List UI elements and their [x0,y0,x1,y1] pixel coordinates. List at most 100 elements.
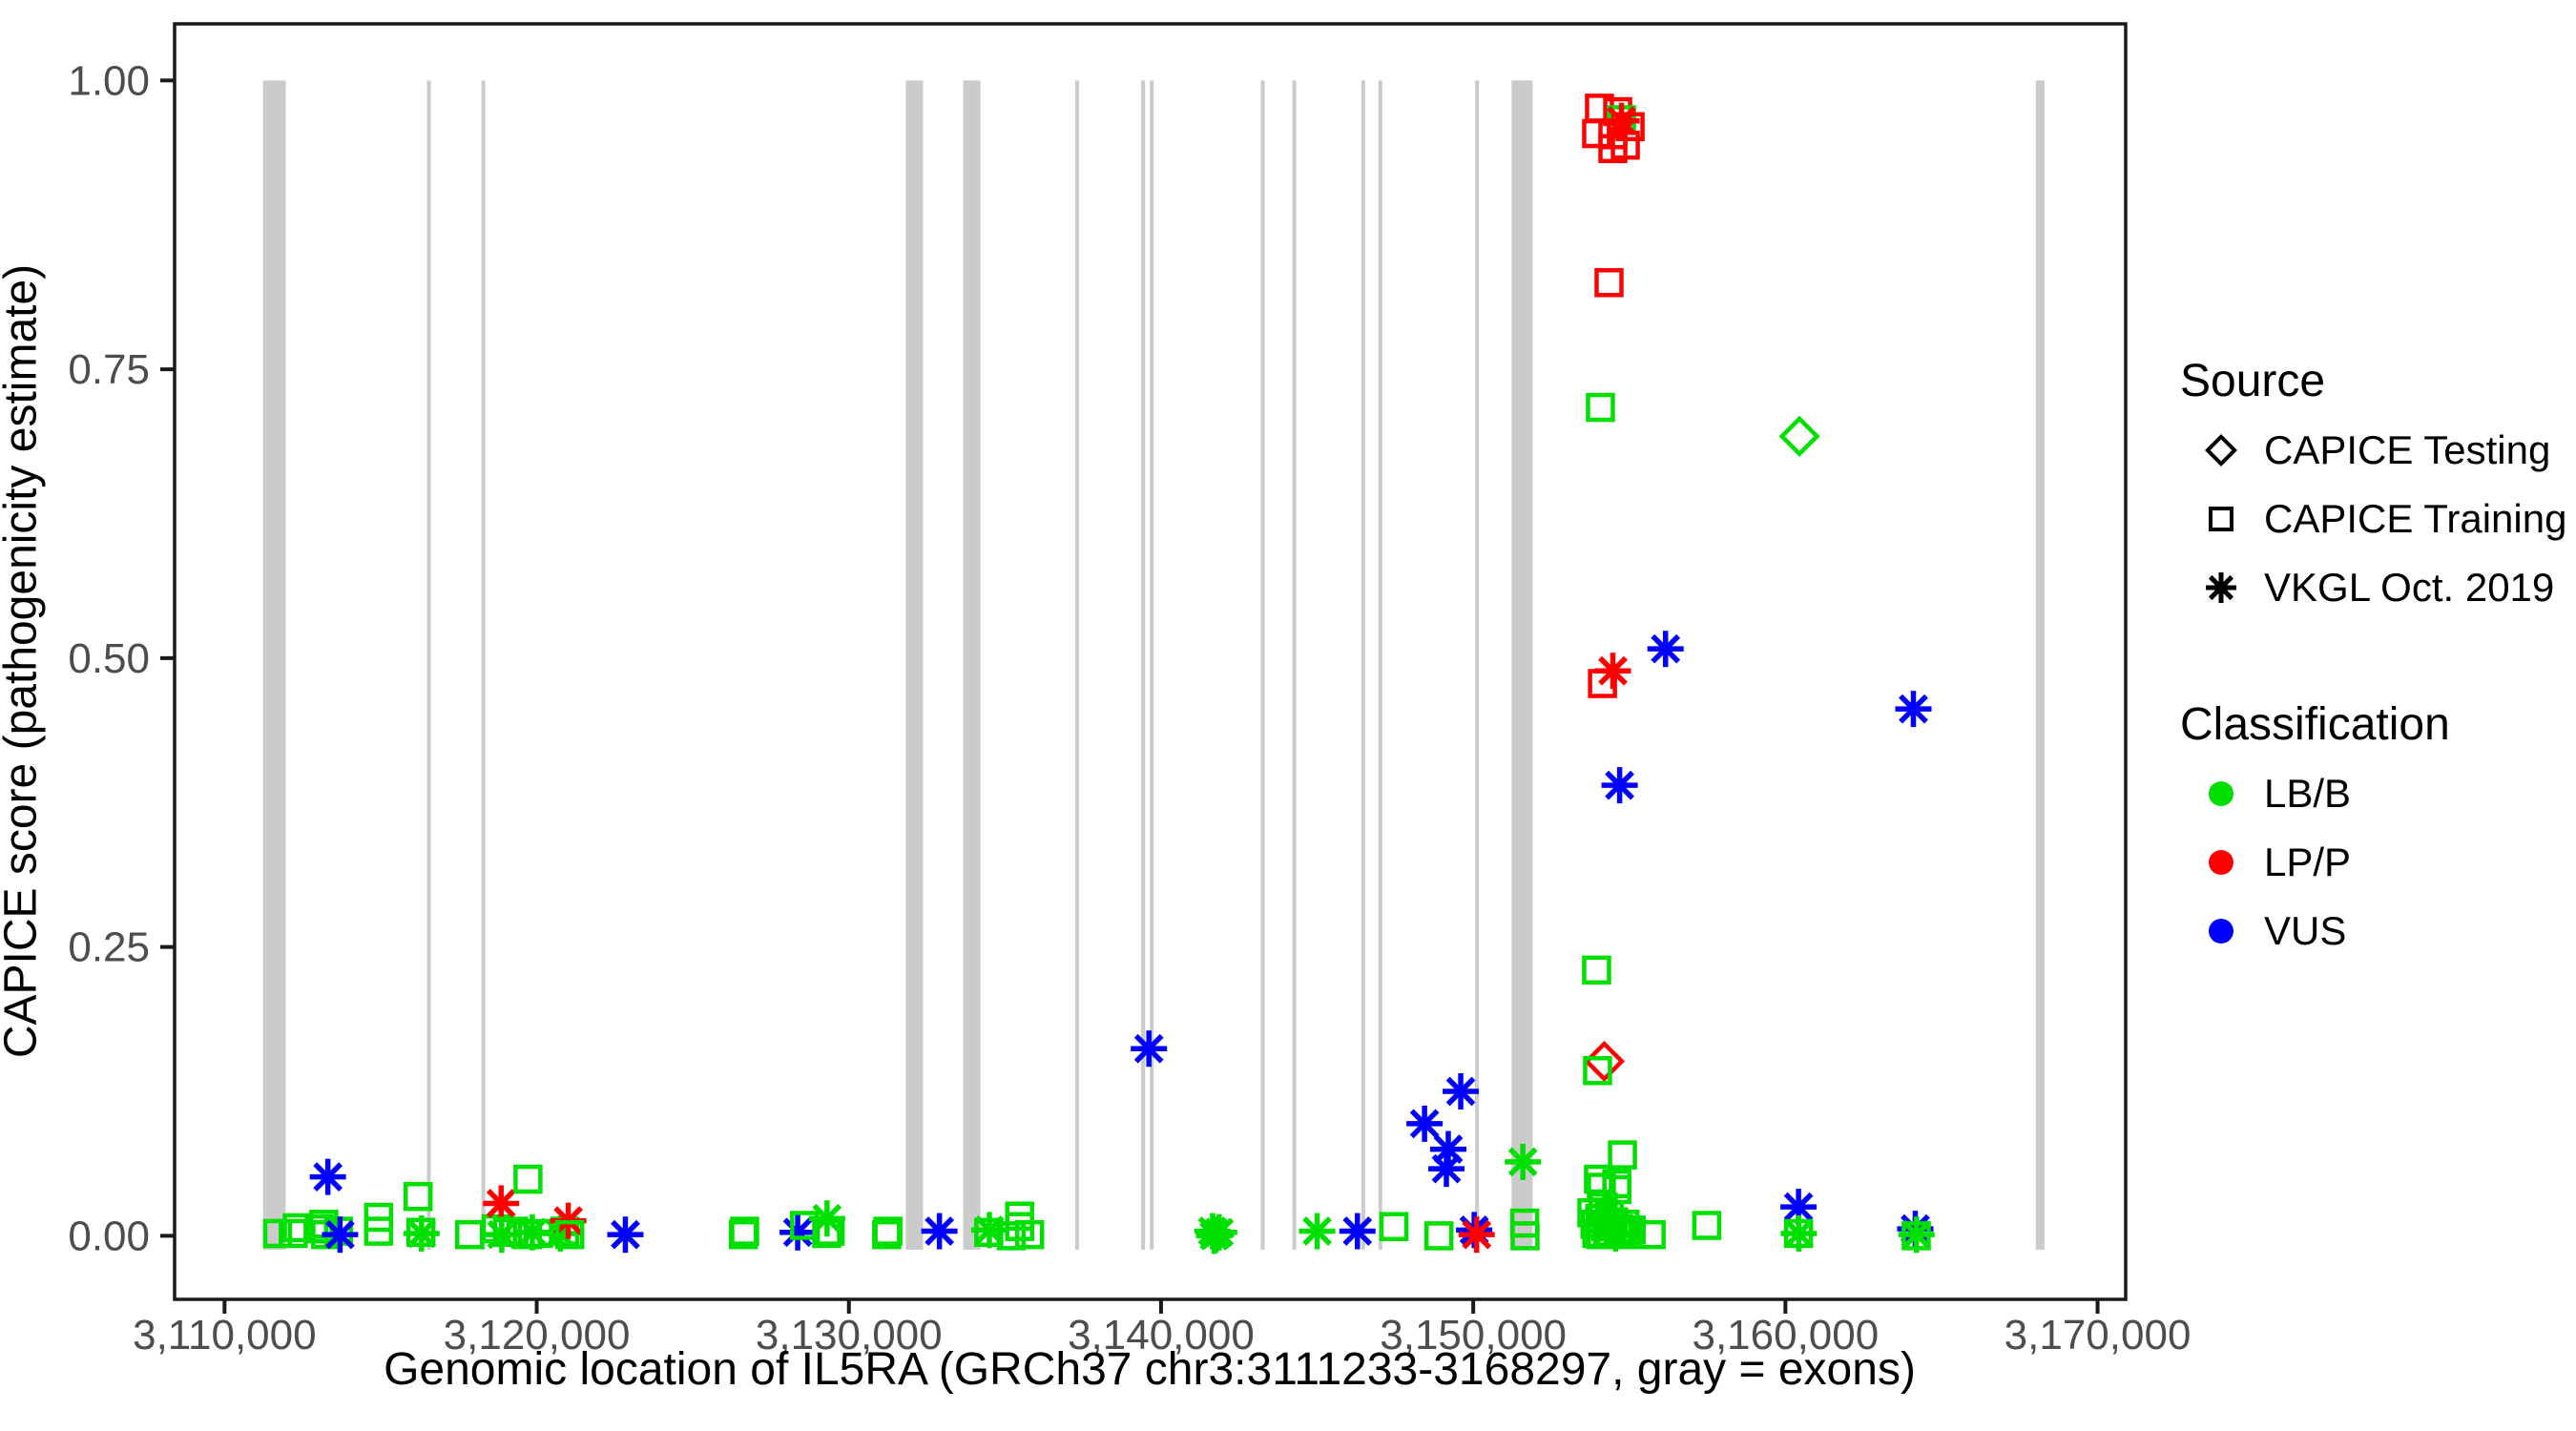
y-tick-label: 0.50 [68,635,150,682]
diamond-icon [2192,423,2251,478]
exon-bar [481,80,486,1250]
data-point-asterisk [607,1216,644,1254]
x-tick-label: 3,120,000 [444,1312,631,1358]
exon-bar [262,80,286,1250]
exon-bar [1141,80,1146,1250]
y-tick-label: 1.00 [68,57,150,104]
y-tick-label: 0.25 [68,924,150,971]
data-point-asterisk [1443,1073,1480,1110]
x-tick-label: 3,170,000 [2005,1312,2192,1358]
data-point-square [1608,1140,1637,1170]
data-point-square [1615,112,1645,142]
data-point-dot [2209,781,2233,806]
data-point-square [1692,1211,1722,1240]
data-point-square [1379,1212,1409,1241]
data-point-asterisk [1339,1213,1376,1250]
legend-item-capice-training: CAPICE Training [2180,485,2571,553]
data-point-square [364,1216,394,1246]
data-point-square [1598,134,1628,164]
data-point-asterisk [1647,631,1684,668]
legend-item-lbb: LB/B [2180,759,2571,828]
y-axis-title: CAPICE score (pathogenicity estimate) [0,263,47,1059]
data-point-square [1510,1221,1540,1251]
data-point-dot [2209,850,2233,875]
x-tick-label: 3,130,000 [756,1312,943,1358]
legend-item-vkgl: VKGL Oct. 2019 [2180,553,2571,622]
legend-source-title: Source [2180,355,2326,406]
exon-bar [2035,80,2045,1250]
legend-source: Source CAPICE Testing CAPICE Training VK… [2180,345,2571,622]
legend-classification-title: Classification [2180,698,2450,750]
data-point-asterisk [1505,1143,1542,1180]
legend-item-label: CAPICE Training [2264,496,2567,541]
data-point-asterisk [1195,1217,1233,1255]
y-tick-label: 0.75 [68,346,150,393]
legend-item-capice-testing: CAPICE Testing [2180,416,2571,485]
data-point-asterisk [309,1158,346,1195]
data-point-asterisk [1131,1030,1168,1068]
y-tick-label: 0.00 [68,1213,150,1259]
x-tick-label: 3,110,000 [133,1312,316,1358]
data-point-asterisk [1406,1105,1444,1142]
exon-bar [1361,80,1365,1250]
exon-bar [1292,80,1297,1250]
blue-dot-icon [2192,903,2251,959]
exon-bar [1074,80,1079,1250]
data-point-asterisk [1429,1130,1466,1168]
data-point-asterisk [1895,691,1932,728]
legend-item-label: VKGL Oct. 2019 [2264,565,2555,610]
data-point-asterisk [1601,767,1638,804]
data-point-square [1616,1215,1646,1245]
data-point-asterisk [1898,1216,1935,1254]
legend-item-label: CAPICE Testing [2264,427,2551,472]
asterisk-icon [2192,560,2251,615]
data-point-asterisk [1298,1213,1336,1250]
data-point-square [262,1218,293,1249]
legend-item-lpp: LP/P [2180,828,2571,897]
exon-bar [1511,80,1533,1250]
data-point-square [1594,268,1624,298]
x-tick-label: 3,140,000 [1068,1312,1255,1358]
data-point-square [873,1216,903,1246]
x-tick-label: 3,160,000 [1692,1312,1879,1358]
plot-panel-border [173,22,2128,1301]
data-point-dot [2209,919,2233,944]
legend-item-label: LP/P [2264,840,2352,884]
data-point-square [1583,1055,1612,1086]
data-point-square [1423,1221,1454,1251]
data-point-asterisk [403,1214,440,1252]
green-dot-icon [2192,766,2251,821]
data-point-square [554,1219,585,1250]
data-point-asterisk [483,1185,520,1222]
legend-diamond-glyph [2205,434,2237,467]
data-point-diamond [1583,1040,1626,1083]
data-point-square [403,1181,433,1212]
legend-item-vus: VUS [2180,897,2571,965]
x-tick-label: 3,150,000 [1380,1312,1567,1358]
exon-bar [963,80,981,1250]
data-point-asterisk [1780,1189,1818,1226]
exon-bar [905,80,924,1250]
data-point-asterisk [1458,1216,1495,1254]
exon-bar [1378,80,1382,1250]
data-point-square [815,1216,845,1246]
data-point-asterisk [1780,1214,1818,1252]
data-point-square [1586,392,1615,423]
data-point-asterisk [779,1213,817,1251]
data-point-square [1582,118,1611,149]
exon-bar [1260,80,1265,1250]
data-point-diamond [1778,415,1820,457]
red-dot-icon [2192,835,2251,890]
exon-bar [426,80,431,1250]
data-point-square [1582,955,1611,985]
data-point-square [812,1218,841,1249]
data-point-square [513,1164,543,1194]
data-point-square [1636,1219,1666,1250]
data-point-square [996,1221,1027,1251]
data-point-square [730,1216,759,1246]
exon-bar [1475,80,1480,1250]
legend-square-glyph [2209,507,2233,531]
data-point-square [1005,1212,1034,1241]
